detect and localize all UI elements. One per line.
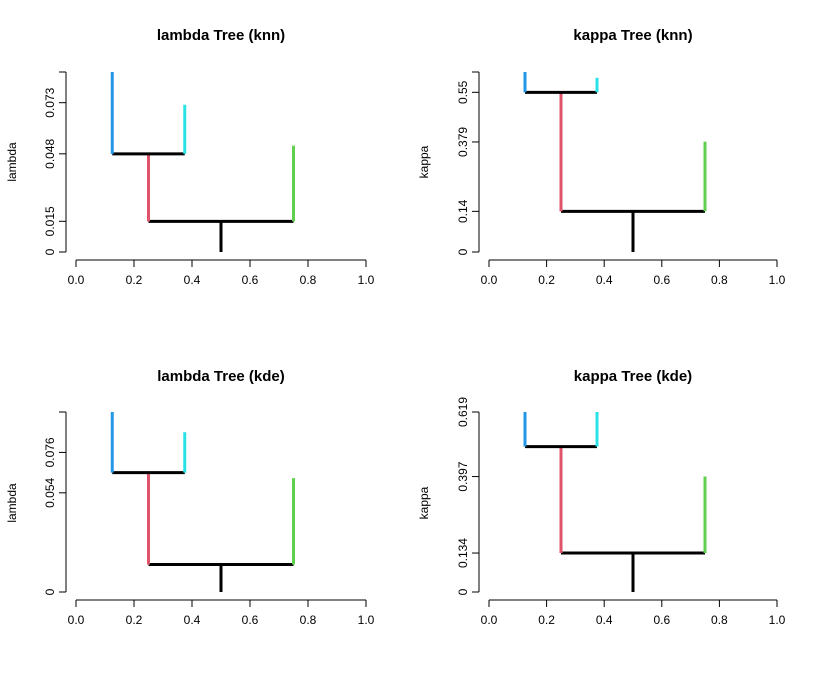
- x-tick-label: 0.8: [711, 273, 728, 287]
- x-tick-label: 1.0: [358, 613, 375, 627]
- x-tick-label: 0.0: [481, 613, 498, 627]
- y-tick-label: 0.397: [456, 461, 470, 491]
- tree-panel-1: lambda Tree (knn) lambda 0 0.015 0.048 0.073 0…: [5, 27, 375, 287]
- y-axis-label: kappa: [417, 145, 431, 178]
- chart-title: lambda Tree (knn): [157, 27, 285, 44]
- tree-panel-4: kappa Tree (kde) kappa 0 0.134 0.397 0.619 0.0…: [417, 368, 786, 627]
- y-tick-label: 0.076: [43, 437, 57, 467]
- x-tick-label: 1.0: [769, 613, 786, 627]
- x-tick-label: 1.0: [358, 273, 375, 287]
- tree-panel-3: lambda Tree (kde) lambda 0 0.054 0.076 0.0 0.2…: [5, 368, 375, 627]
- x-tick-label: 0.0: [68, 613, 85, 627]
- chart-title: lambda Tree (kde): [157, 368, 285, 385]
- x-tick-label: 0.6: [653, 273, 670, 287]
- x-tick-label: 0.8: [711, 613, 728, 627]
- x-tick-label: 0.6: [653, 613, 670, 627]
- x-tick-label: 0.6: [242, 613, 259, 627]
- x-tick-label: 0.8: [300, 273, 317, 287]
- y-tick-label: 0: [456, 248, 470, 255]
- y-axis-label: lambda: [5, 483, 19, 523]
- y-tick-label: 0.073: [43, 87, 57, 117]
- y-tick-label: 0: [43, 588, 57, 595]
- x-tick-label: 0.4: [596, 273, 613, 287]
- x-tick-label: 0.8: [300, 613, 317, 627]
- y-tick-label: 0: [43, 248, 57, 255]
- y-tick-label: 0.015: [43, 206, 57, 236]
- y-axis-label: kappa: [417, 486, 431, 519]
- x-tick-label: 0.2: [126, 273, 143, 287]
- y-tick-label: 0.55: [456, 80, 470, 104]
- x-tick-label: 0.4: [184, 273, 201, 287]
- x-tick-label: 0.0: [481, 273, 498, 287]
- x-tick-label: 0.6: [242, 273, 259, 287]
- y-tick-label: 0.14: [456, 199, 470, 223]
- x-tick-label: 0.2: [538, 613, 555, 627]
- chart-title: kappa Tree (knn): [573, 27, 692, 44]
- y-tick-label: 0.054: [43, 477, 57, 507]
- y-tick-label: 0.379: [456, 127, 470, 157]
- y-tick-label: 0.619: [456, 397, 470, 427]
- x-tick-label: 0.2: [126, 613, 143, 627]
- y-axis-label: lambda: [5, 142, 19, 182]
- y-tick-label: 0.134: [456, 538, 470, 568]
- chart-title: kappa Tree (kde): [574, 368, 692, 385]
- x-tick-label: 1.0: [769, 273, 786, 287]
- x-tick-label: 0.4: [596, 613, 613, 627]
- y-tick-label: 0.048: [43, 138, 57, 168]
- x-tick-label: 0.2: [538, 273, 555, 287]
- x-tick-label: 0.4: [184, 613, 201, 627]
- y-tick-label: 0: [456, 588, 470, 595]
- tree-panel-2: kappa Tree (knn) kappa 0 0.14 0.379 0.55 0.0 0.…: [417, 27, 786, 287]
- x-tick-label: 0.0: [68, 273, 85, 287]
